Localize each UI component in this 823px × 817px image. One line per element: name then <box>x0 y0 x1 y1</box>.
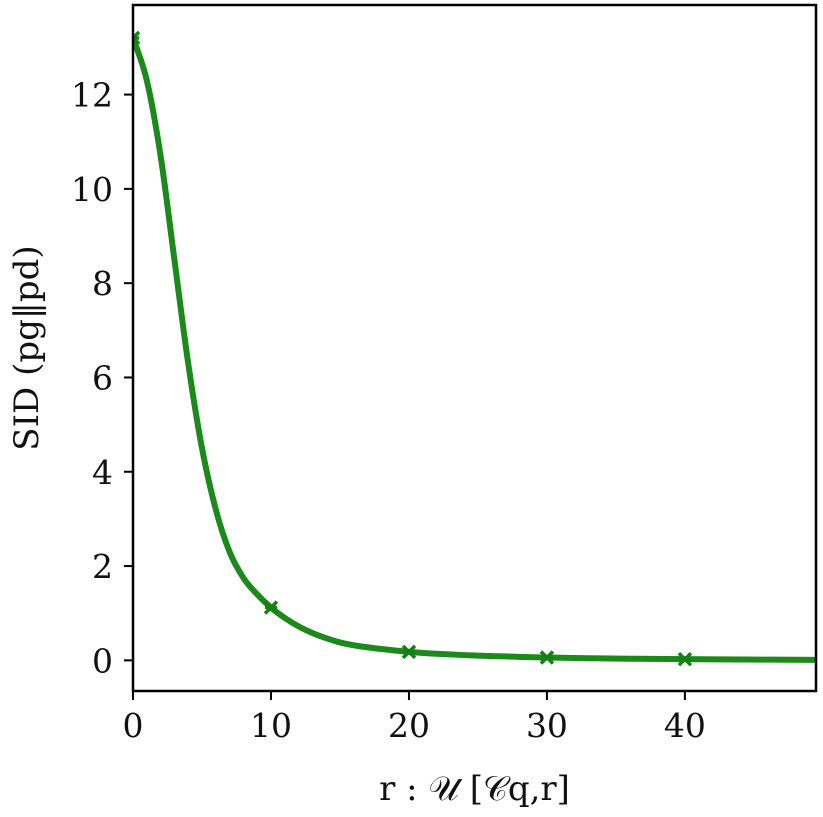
x-tick-label: 30 <box>526 706 568 745</box>
data-point-marker <box>677 651 693 667</box>
y-axis-ticks: 0 2 4 6 8 10 12 <box>71 76 133 680</box>
plot-frame <box>131 3 818 693</box>
y-tick-label: 10 <box>71 170 113 209</box>
y-tick-label: 2 <box>92 547 113 586</box>
y-tick-label: 12 <box>71 76 113 115</box>
x-tick-label: 0 <box>123 706 144 745</box>
x-tick-label: 40 <box>664 706 706 745</box>
y-axis-label: SID (pg‖pd) <box>7 245 47 450</box>
y-tick-label: 6 <box>92 358 113 397</box>
x-tick-label: 10 <box>250 706 292 745</box>
axes-frame <box>131 3 818 693</box>
data-point-marker <box>539 650 555 665</box>
x-tick-label: 20 <box>388 706 430 745</box>
x-axis-ticks: 0 10 20 30 40 <box>123 691 706 745</box>
series-layer <box>133 30 816 667</box>
y-tick-label: 8 <box>92 264 113 303</box>
x-axis-label: r : 𝒰 [𝒞q,r] <box>379 769 570 809</box>
data-point-marker <box>401 644 417 660</box>
data-point-marker <box>263 600 279 615</box>
y-tick-label: 0 <box>92 641 113 680</box>
y-tick-label: 4 <box>92 453 113 492</box>
series-line <box>133 35 816 663</box>
data-point-marker <box>133 30 141 46</box>
plot-area <box>133 5 816 691</box>
